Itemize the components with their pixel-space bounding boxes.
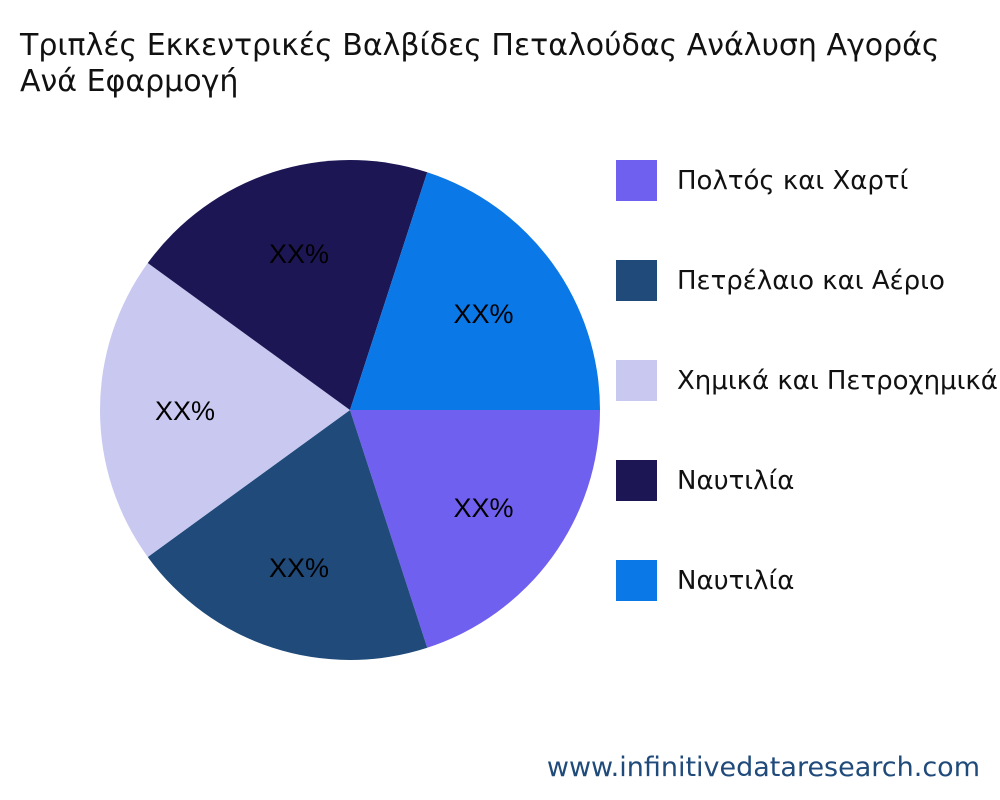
legend-label: Ναυτιλία bbox=[677, 565, 795, 596]
legend-item: Πολτός και Χαρτί bbox=[616, 160, 1000, 201]
slice-data-label: XX% bbox=[453, 299, 513, 329]
legend-item: Χημικά και Πετροχημικά bbox=[616, 360, 1000, 401]
legend-swatch bbox=[616, 460, 657, 501]
slice-data-label: XX% bbox=[155, 396, 215, 426]
legend-label: Πολτός και Χαρτί bbox=[677, 165, 909, 196]
chart-title: Τριπλές Εκκεντρικές Βαλβίδες Πεταλούδας … bbox=[20, 28, 940, 99]
legend-item: Πετρέλαιο και Αέριο bbox=[616, 260, 1000, 301]
legend-swatch bbox=[616, 160, 657, 201]
legend-swatch bbox=[616, 360, 657, 401]
slice-data-label: XX% bbox=[453, 493, 513, 523]
pie-slice bbox=[350, 410, 600, 648]
legend-swatch bbox=[616, 260, 657, 301]
legend-item: Ναυτιλία bbox=[616, 460, 1000, 501]
legend-label: Ναυτιλία bbox=[677, 465, 795, 496]
legend-label: Πετρέλαιο και Αέριο bbox=[677, 265, 945, 296]
pie-slice bbox=[147, 160, 428, 410]
slice-data-label: XX% bbox=[269, 239, 329, 269]
footer-url: www.infinitivedataresearch.com bbox=[546, 752, 980, 783]
legend-item: Ναυτιλία bbox=[616, 560, 1000, 601]
legend-swatch bbox=[616, 560, 657, 601]
pie-slice bbox=[350, 172, 600, 410]
slice-data-label: XX% bbox=[269, 553, 329, 583]
pie-slice bbox=[147, 410, 428, 660]
pie-slice bbox=[100, 263, 350, 557]
legend: Πολτός και Χαρτί Πετρέλαιο και Αέριο Χημικ… bbox=[616, 160, 1000, 660]
legend-label: Χημικά και Πετροχημικά bbox=[677, 365, 998, 396]
